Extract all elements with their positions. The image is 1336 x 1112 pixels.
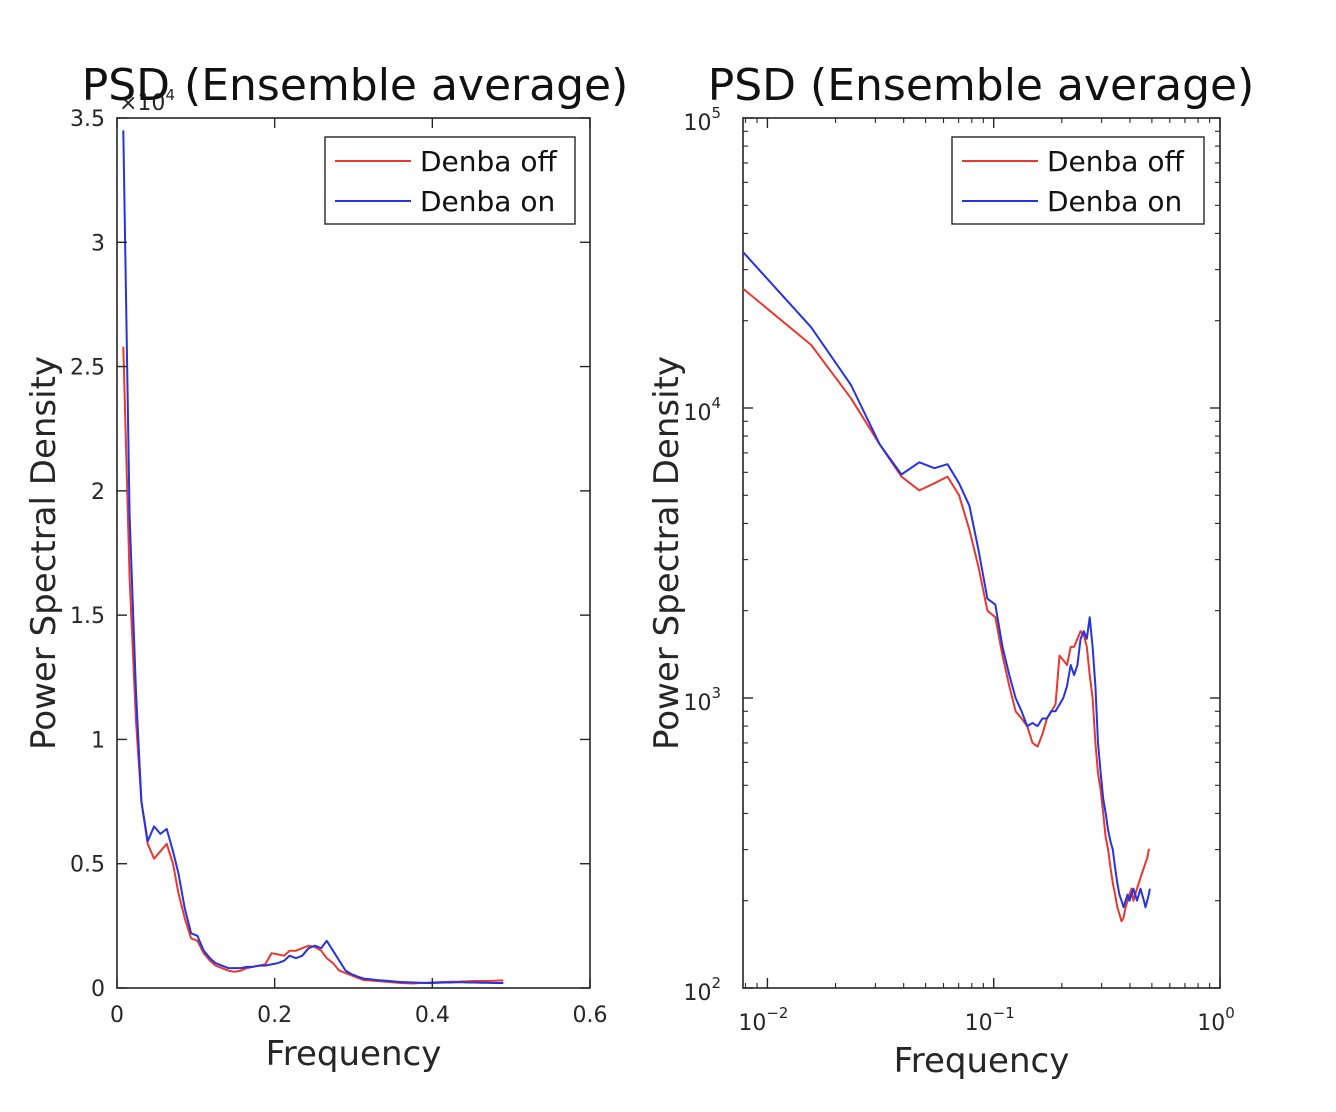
tick-base: 10 — [738, 1011, 766, 1036]
tick-exponent: 5 — [711, 104, 721, 122]
y-tick-label: 2 — [91, 480, 105, 505]
tick-base: 10 — [965, 1011, 993, 1036]
y-axis-label: Power Spectral Density — [647, 356, 687, 750]
y-tick-label: 1 — [91, 728, 105, 753]
legend: Denba off Denba on — [324, 136, 576, 225]
x-tick-label: 10−2 — [738, 1004, 788, 1036]
x-tick-label: 100 — [1197, 1004, 1235, 1036]
multiplier-exponent: 4 — [165, 86, 175, 104]
x-tick-label: 0.2 — [257, 1003, 292, 1028]
legend-label: Denba off — [1047, 145, 1184, 178]
tick-base: 10 — [683, 981, 711, 1006]
legend-label: Denba on — [420, 185, 555, 218]
legend-box — [951, 136, 1205, 225]
y-tick-label: 0.5 — [70, 853, 105, 878]
y-tick-label: 102 — [683, 974, 721, 1006]
y-multiplier: ×104 — [119, 86, 175, 116]
tick-exponent: 3 — [711, 684, 721, 702]
x-axis-label: Frequency — [266, 1034, 442, 1074]
tick-exponent: −1 — [993, 1004, 1015, 1022]
x-tick-label: 0.6 — [573, 1003, 608, 1028]
plot-area-box — [742, 117, 1221, 989]
series-line-denba-on — [743, 251, 1151, 909]
y-tick-label: 1.5 — [70, 604, 105, 629]
legend-label: Denba on — [1047, 185, 1182, 218]
y-axis-label: Power Spectral Density — [24, 356, 64, 750]
tick-base: 10 — [683, 401, 711, 426]
legend-box — [324, 136, 576, 225]
plot-area-box — [116, 117, 591, 989]
tick-base: 10 — [1197, 1011, 1225, 1036]
legend: Denba off Denba on — [951, 136, 1205, 225]
series-line-denba-off — [743, 287, 1150, 923]
x-tick-label: 0.4 — [415, 1003, 450, 1028]
y-tick-label: 104 — [683, 394, 721, 426]
y-tick-label: 105 — [683, 104, 721, 136]
tick-exponent: 4 — [711, 394, 721, 412]
y-tick-label: 3 — [91, 231, 105, 256]
y-tick-label: 103 — [683, 684, 721, 716]
chart-title: PSD (Ensemble average) — [82, 60, 629, 111]
x-tick-label: 10−1 — [965, 1004, 1015, 1036]
y-tick-label: 3.5 — [70, 107, 105, 132]
series-line-denba-on — [122, 130, 504, 984]
y-tick-label: 2.5 — [70, 356, 105, 381]
x-tick-label: 0 — [110, 1003, 124, 1028]
y-tick-label: 0 — [91, 977, 105, 1002]
tick-base: 10 — [683, 691, 711, 716]
tick-base: 10 — [683, 111, 711, 136]
tick-exponent: −2 — [766, 1004, 788, 1022]
multiplier-base: ×10 — [119, 91, 165, 116]
tick-exponent: 2 — [711, 974, 721, 992]
chart-title: PSD (Ensemble average) — [708, 60, 1255, 111]
legend-label: Denba off — [420, 145, 557, 178]
tick-exponent: 0 — [1225, 1004, 1235, 1022]
x-axis-label: Frequency — [894, 1041, 1070, 1081]
